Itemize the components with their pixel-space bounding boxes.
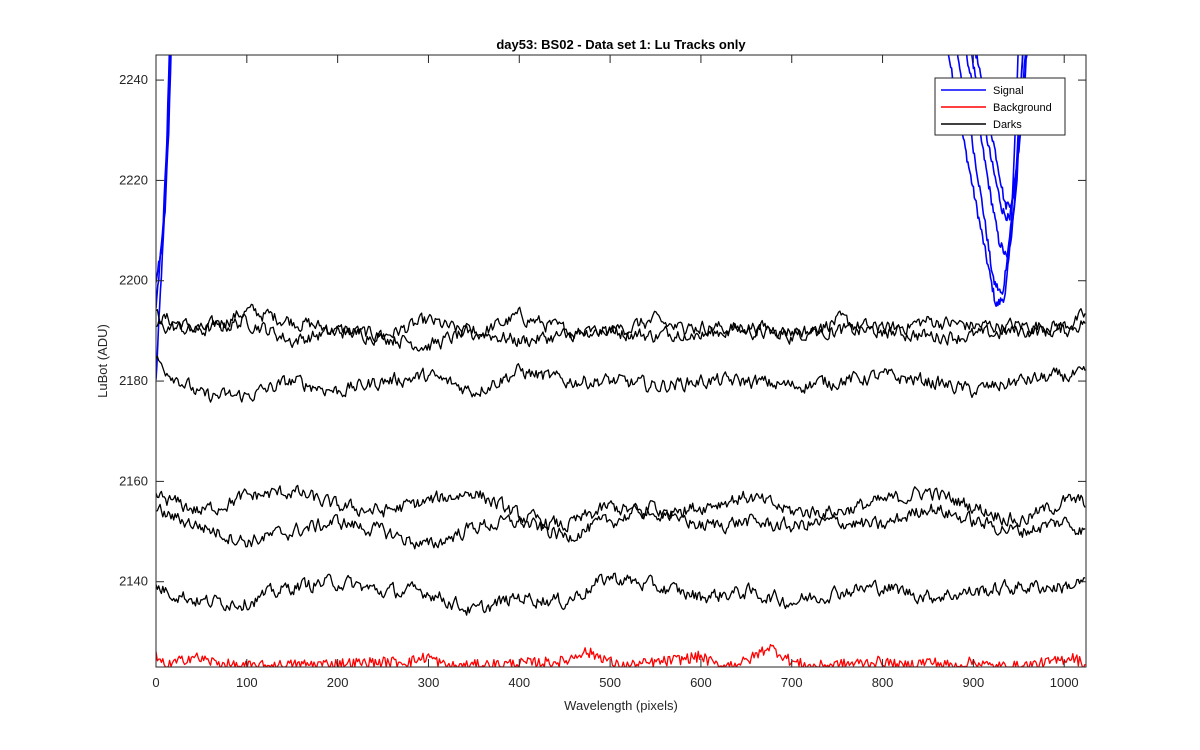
x-tick-label: 500 <box>599 675 621 690</box>
series-line-darks-13 <box>156 572 1086 616</box>
y-axis-label: LuBot (ADU) <box>95 324 110 398</box>
series-line-background-14 <box>156 643 1086 667</box>
y-tick-label: 2240 <box>119 72 148 87</box>
legend-signal-label: Signal <box>993 85 1024 97</box>
series-line-darks-10 <box>156 355 1086 403</box>
x-tick-label: 100 <box>236 675 258 690</box>
series-line-darks-12 <box>156 500 1086 550</box>
x-tick-label: 1000 <box>1050 675 1079 690</box>
tick-layer: 0 100 200 300 400 500 600 700 800 900 1000 2140 2160… <box>119 55 1086 690</box>
x-tick-label: 600 <box>690 675 712 690</box>
x-tick-label: 900 <box>963 675 985 690</box>
x-tick-label: 0 <box>152 675 159 690</box>
x-tick-label: 400 <box>508 675 530 690</box>
legend-box <box>934 77 1066 136</box>
x-tick-label: 800 <box>872 675 894 690</box>
legend-background-label: Background <box>993 102 1052 114</box>
plot-area <box>156 55 1086 667</box>
series-line-darks-11 <box>156 484 1086 533</box>
series-line-signal-2 <box>156 55 172 283</box>
plot-frame <box>155 54 1087 668</box>
series-line-darks-8 <box>156 303 1086 345</box>
x-tick-label: 300 <box>418 675 440 690</box>
y-tick-label: 2220 <box>119 172 148 187</box>
y-tick-label: 2160 <box>119 473 148 488</box>
series-line-darks-9 <box>156 310 1086 352</box>
chart-title: day53: BS02 - Data set 1: Lu Tracks only <box>496 37 746 52</box>
y-tick-label: 2180 <box>119 373 148 388</box>
y-tick-label: 2200 <box>119 273 148 288</box>
x-tick-label: 200 <box>327 675 349 690</box>
x-tick-label: 700 <box>781 675 803 690</box>
legend-darks-label: Darks <box>993 119 1022 131</box>
legend: Signal Background Darks <box>934 77 1066 136</box>
x-axis-label: Wavelength (pixels) <box>564 698 678 713</box>
y-tick-label: 2140 <box>119 574 148 589</box>
